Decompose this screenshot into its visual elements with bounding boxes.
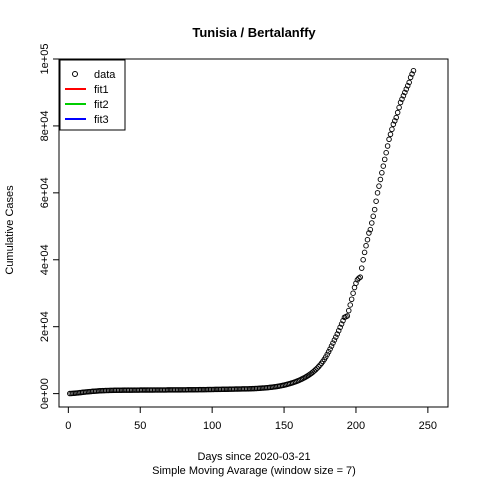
data-point — [379, 170, 385, 176]
data-point — [403, 86, 410, 92]
data-point — [390, 121, 397, 127]
data-point — [314, 365, 320, 371]
data-point — [373, 198, 379, 204]
data-point — [404, 83, 411, 89]
data-point — [402, 89, 408, 96]
plot-frame — [58, 58, 449, 408]
data-point — [381, 156, 388, 163]
chart-title: Tunisia / Bertalanffy — [192, 25, 316, 40]
data-point — [328, 343, 335, 349]
data-point — [374, 190, 381, 196]
data-point — [338, 321, 345, 327]
data-point — [394, 109, 401, 116]
x-axis-label: Days since 2020-03-21 — [197, 451, 310, 463]
x-tick-label: 0 — [65, 420, 71, 432]
x-tick-label: 200 — [347, 420, 365, 432]
data-point — [383, 149, 389, 156]
data-point — [344, 313, 351, 319]
legend: data fit1 fit2 fit3 — [59, 59, 126, 131]
legend-symbol-data — [72, 71, 78, 77]
legend-label-fit2: fit2 — [94, 99, 109, 111]
data-point — [360, 257, 366, 263]
data-point — [348, 296, 355, 303]
data-point — [335, 327, 342, 334]
data-point — [400, 93, 407, 99]
data-point — [364, 236, 371, 243]
data-point — [369, 220, 375, 226]
data-point — [347, 302, 353, 308]
data-point — [392, 118, 398, 124]
data-point — [325, 349, 332, 355]
data-point — [334, 331, 341, 337]
data-point — [397, 99, 404, 106]
plot-area: 0 50 100 150 200 250 0e+00 2e+04 4e+04 6e+04 8e+04… — [39, 44, 449, 432]
data-point — [376, 183, 382, 189]
x-tick-label: 50 — [134, 420, 146, 432]
data-point — [357, 274, 364, 280]
data-point — [340, 317, 346, 324]
data-point — [367, 226, 374, 233]
data-point — [366, 230, 372, 236]
data-point — [330, 340, 336, 346]
data-point — [387, 131, 394, 138]
x-tick-label: 150 — [275, 420, 293, 432]
data-point — [371, 206, 378, 213]
x-tick-label: 250 — [419, 420, 437, 432]
y-tick-label: 0e+00 — [39, 378, 51, 409]
legend-label-fit1: fit1 — [94, 84, 109, 96]
data-point — [311, 368, 318, 374]
data-point — [315, 363, 322, 370]
data-point — [396, 104, 402, 111]
legend-label-data: data — [94, 69, 116, 81]
y-axis-label: Cumulative Cases — [4, 185, 16, 275]
data-point — [393, 114, 399, 121]
data-point — [350, 290, 356, 296]
data-point — [363, 242, 369, 249]
data-point — [346, 307, 352, 314]
data-point — [389, 126, 395, 133]
data-point — [361, 249, 368, 256]
data-point — [380, 163, 387, 169]
data-point — [399, 96, 405, 102]
data-point — [353, 280, 359, 286]
data-point — [327, 346, 333, 352]
data-point — [370, 213, 376, 220]
data-point — [410, 67, 417, 74]
data-point — [331, 337, 338, 343]
y-tick-label: 1e+05 — [39, 44, 51, 75]
legend-label-fit3: fit3 — [94, 114, 109, 126]
data-point — [407, 74, 414, 81]
y-tick-label: 6e+04 — [39, 177, 51, 208]
x-tick-label: 100 — [203, 420, 221, 432]
y-tick-label: 4e+04 — [39, 244, 51, 275]
y-tick-label: 8e+04 — [39, 110, 51, 141]
data-point — [409, 71, 415, 77]
data-point — [406, 79, 412, 86]
data-point — [312, 366, 319, 373]
data-point — [333, 334, 339, 340]
x-axis-sublabel: Simple Moving Avarage (window size = 7) — [152, 465, 356, 477]
data-point — [324, 351, 330, 358]
data-point — [358, 265, 365, 271]
data-point — [356, 275, 362, 281]
data-point — [386, 136, 392, 143]
y-tick-label: 2e+04 — [39, 311, 51, 342]
data-point — [377, 176, 384, 183]
data-point — [337, 324, 343, 331]
data-point — [384, 143, 391, 149]
